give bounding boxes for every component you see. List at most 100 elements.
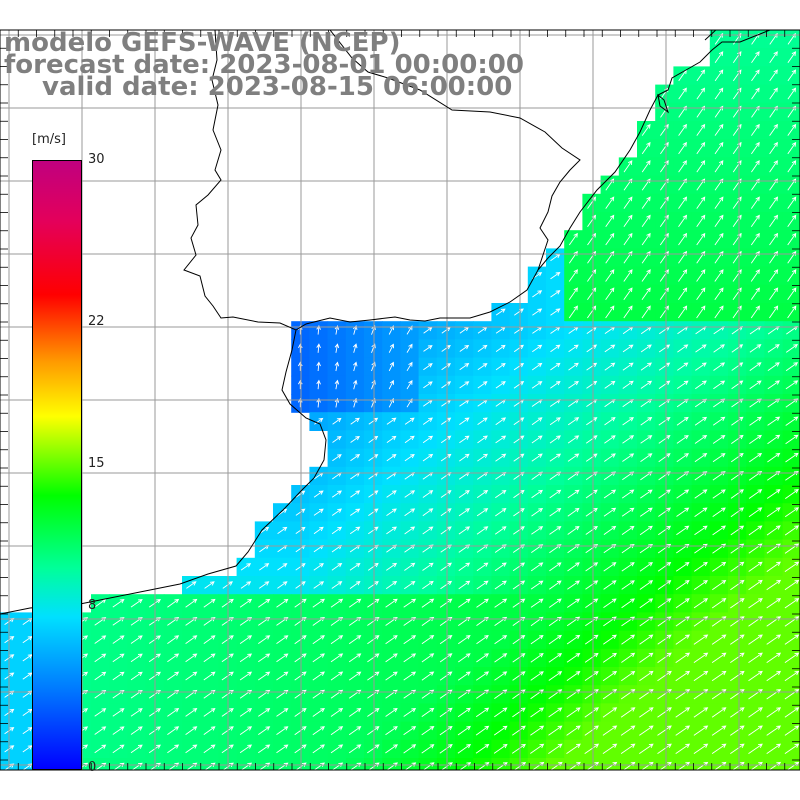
wind-arrow	[749, 380, 762, 390]
wind-arrow	[457, 743, 472, 754]
wind-arrow	[388, 361, 394, 372]
wind-arrow	[714, 232, 724, 246]
wind-arrow	[532, 344, 543, 353]
wind-arrow	[239, 635, 253, 644]
wind-arrow	[767, 344, 780, 353]
wind-arrow	[548, 671, 563, 681]
wind-arrow	[404, 490, 416, 498]
wind-arrow	[678, 232, 688, 246]
wind-arrow	[568, 362, 579, 371]
wind-arrow	[185, 635, 198, 644]
wind-arrow	[676, 507, 690, 517]
wind-arrow	[530, 653, 544, 663]
wind-speed-cell	[127, 758, 147, 770]
wind-arrow	[532, 308, 543, 316]
wind-arrow	[586, 344, 598, 353]
wind-arrow	[730, 670, 745, 682]
wind-arrow	[94, 671, 107, 681]
wind-arrow	[678, 87, 687, 100]
wind-arrow	[167, 653, 180, 663]
wind-arrow	[404, 580, 416, 590]
wind-arrow	[714, 123, 724, 136]
wind-arrow	[476, 598, 489, 608]
wind-arrow	[548, 707, 563, 718]
wind-arrow	[512, 598, 526, 608]
wind-arrow	[295, 526, 306, 534]
wind-arrow	[641, 160, 651, 173]
wind-arrow	[766, 507, 781, 518]
wind-arrow	[639, 562, 653, 572]
wind-arrow	[459, 363, 470, 371]
wind-arrow	[203, 744, 216, 754]
wind-arrow	[298, 343, 303, 353]
wind-arrow	[385, 744, 398, 754]
wind-arrow	[348, 635, 362, 645]
wind-arrow	[440, 562, 452, 571]
wind-arrow	[385, 580, 398, 590]
wind-arrow	[750, 269, 760, 282]
wind-arrow	[785, 434, 799, 445]
wind-arrow	[640, 416, 653, 426]
wind-arrow	[605, 269, 615, 282]
wind-arrow	[440, 435, 452, 444]
wind-arrow	[604, 362, 616, 371]
wind-arrow	[769, 51, 778, 63]
wind-arrow	[94, 635, 107, 644]
wind-arrow	[295, 581, 306, 589]
coastline-path	[183, 30, 771, 331]
wind-arrow	[185, 653, 198, 663]
lat-lon-grid	[0, 30, 800, 770]
wind-arrow	[604, 380, 616, 389]
wind-arrow	[112, 635, 125, 644]
wind-arrow	[277, 581, 288, 589]
wind-speed-cell	[764, 758, 784, 770]
wind-arrow	[584, 743, 600, 754]
wind-arrow	[457, 725, 471, 736]
wind-arrow	[639, 634, 654, 645]
wind-arrow	[385, 671, 398, 681]
wind-arrow	[167, 726, 180, 735]
wind-arrow	[567, 525, 580, 535]
wind-arrow	[386, 562, 398, 571]
wind-arrow	[330, 598, 344, 608]
wind-arrow	[406, 380, 413, 390]
wind-arrow	[440, 526, 452, 535]
wind-arrow	[785, 416, 799, 426]
wind-arrow	[332, 417, 342, 425]
wind-arrow	[641, 123, 651, 136]
wind-arrow	[676, 525, 690, 536]
wind-arrow	[694, 453, 708, 463]
wind-arrow	[530, 707, 545, 718]
wind-arrow	[622, 435, 635, 444]
wind-speed-cell	[546, 758, 565, 770]
title-valid-date: valid date: 2023-08-15 06:00:00	[42, 72, 513, 102]
wind-arrow	[495, 362, 506, 371]
wind-arrow	[512, 671, 526, 681]
wind-arrow	[258, 598, 271, 608]
wind-arrow	[640, 435, 653, 444]
wind-speed-cell	[327, 758, 347, 770]
wind-arrow	[348, 653, 362, 663]
wind-arrow	[640, 380, 653, 389]
wind-arrow	[404, 417, 415, 425]
wind-arrow	[695, 362, 707, 371]
wind-arrow	[622, 417, 634, 426]
wind-arrow	[294, 653, 307, 663]
wind-arrow	[766, 707, 782, 718]
wind-arrow	[494, 580, 507, 590]
wind-arrow	[112, 598, 125, 608]
wind-arrow	[568, 287, 578, 300]
wind-arrow	[276, 635, 289, 644]
wind-speed-cell	[509, 758, 529, 770]
wind-arrow	[458, 526, 471, 535]
wind-arrow	[769, 269, 779, 282]
wind-arrow	[769, 232, 779, 246]
wind-arrow	[477, 363, 488, 371]
wind-arrow	[694, 416, 708, 426]
wind-arrow	[767, 452, 781, 463]
wind-arrow	[568, 380, 579, 389]
wind-arrow	[641, 141, 651, 155]
wind-arrow	[204, 581, 215, 589]
wind-arrow	[621, 507, 635, 517]
wind-arrow	[459, 417, 470, 425]
